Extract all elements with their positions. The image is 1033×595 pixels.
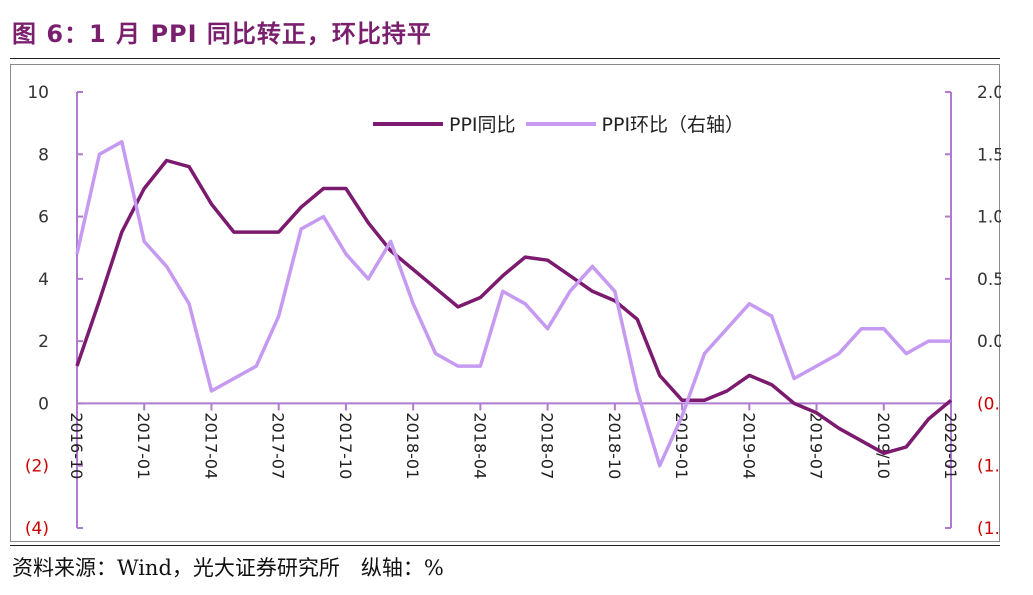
chart-frame: 10 8 6 4 2 0 (2) (4) 2.0 1.5 1.0 0.5 0.0 (0.5) (1.0) (1… <box>10 64 1001 542</box>
left-y-tick-label: (4) <box>25 519 49 539</box>
right-y-tick-label: (1.5) <box>977 519 1001 539</box>
right-y-tick-label: 0.5 <box>977 270 1001 290</box>
series-line-yoy <box>75 158 953 456</box>
left-y-tick-label: 4 <box>38 270 49 290</box>
left-y-tick-label: 8 <box>38 145 49 165</box>
x-tick-label: 2016-10 <box>67 412 86 479</box>
figure-title: 图 6：1 月 PPI 同比转正，环比持平 <box>12 20 432 48</box>
right-y-tick-label: (1.0) <box>977 457 1001 477</box>
series-line-mom <box>75 140 951 468</box>
x-tick-label: 2018-04 <box>470 412 489 479</box>
x-tick-label: 2018-07 <box>538 412 557 479</box>
left-y-tick-label: (2) <box>25 457 49 477</box>
legend-label-yoy: PPI同比 <box>449 114 516 136</box>
legend-item-mom: PPI环比（右轴） <box>525 110 745 137</box>
legend-swatch-mom <box>525 121 596 126</box>
x-tick-label: 2018-10 <box>605 412 624 479</box>
right-y-tick-label: (0.5) <box>977 394 1001 414</box>
x-tick-label: 2017-04 <box>201 412 220 479</box>
right-y-tick-label: 1.5 <box>977 145 1001 165</box>
x-tick-label: 2019/10 <box>874 412 893 478</box>
x-tick-label: 2020-01 <box>941 412 960 479</box>
right-y-tick-label: 1.0 <box>977 208 1001 228</box>
x-tick-label: 2018-01 <box>403 412 422 479</box>
chart-legend: PPI同比 PPI环比（右轴） <box>373 110 754 137</box>
x-tick-label: 2019-01 <box>672 412 691 479</box>
x-tick-label: 2019-04 <box>739 412 758 479</box>
x-tick-label: 2017-10 <box>336 412 355 479</box>
left-y-tick-label: 0 <box>38 394 49 414</box>
x-tick-label: 2017-01 <box>134 412 153 479</box>
x-tick-label: 2017-07 <box>269 412 288 479</box>
title-rule <box>10 58 1000 59</box>
left-y-tick-label: 6 <box>38 208 49 228</box>
legend-label-mom: PPI环比（右轴） <box>601 114 745 136</box>
left-y-tick-label: 2 <box>38 332 49 352</box>
source-rule <box>10 545 1000 546</box>
legend-swatch-yoy <box>373 121 443 126</box>
right-y-tick-label: 0.0 <box>977 332 1001 352</box>
x-tick-label: 2019-07 <box>807 412 826 479</box>
right-y-tick-label: 2.0 <box>977 83 1001 103</box>
legend-item-yoy: PPI同比 <box>373 110 516 137</box>
ppi-line-chart: 10 8 6 4 2 0 (2) (4) 2.0 1.5 1.0 0.5 0.0 (0.5) (1.0) (1… <box>25 83 1001 539</box>
source-note: 资料来源：Wind，光大证券研究所 纵轴：% <box>12 556 444 580</box>
left-y-tick-label: 10 <box>27 83 49 103</box>
